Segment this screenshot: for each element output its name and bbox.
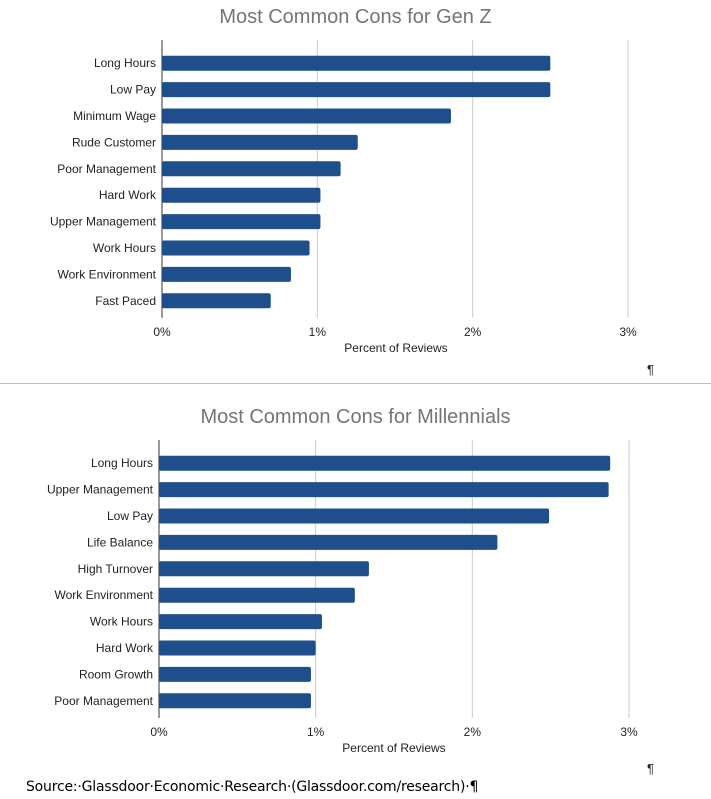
x-tick-label: 0% <box>150 725 168 739</box>
y-category-label: Upper Management <box>50 215 157 229</box>
bar <box>162 161 341 177</box>
x-tick-label: 1% <box>307 725 325 739</box>
y-category-label: Low Pay <box>107 509 153 523</box>
y-category-label: Work Environment <box>55 588 154 602</box>
y-category-label: Hard Work <box>99 188 157 202</box>
chart-1-title: Most Common Cons for Gen Z <box>219 6 492 28</box>
bar <box>162 134 358 150</box>
bar <box>159 482 609 498</box>
bar <box>162 266 291 282</box>
chart-2-x-axis-title: Percent of Reviews <box>342 741 446 755</box>
bar <box>162 187 321 203</box>
x-tick-label: 1% <box>309 325 327 339</box>
bar <box>159 693 311 709</box>
y-category-label: Fast Paced <box>95 294 156 308</box>
y-category-label: Long Hours <box>94 56 156 70</box>
y-category-label: High Turnover <box>78 562 153 576</box>
y-category-label: Work Environment <box>58 267 157 281</box>
bar <box>159 666 311 682</box>
y-category-label: Life Balance <box>87 535 153 549</box>
x-tick-label: 0% <box>153 325 171 339</box>
bar <box>159 640 316 656</box>
y-category-label: Work Hours <box>93 241 156 255</box>
bar <box>159 508 550 524</box>
source-note: Source:·Glassdoor·Economic·Research·(Gla… <box>26 779 479 795</box>
bar <box>162 240 310 256</box>
y-category-label: Minimum Wage <box>73 109 156 123</box>
section-divider <box>0 383 711 384</box>
chart-2-title: Most Common Cons for Millennials <box>200 406 511 428</box>
bar <box>162 55 551 71</box>
bar <box>162 82 551 98</box>
x-tick-label: 3% <box>620 725 638 739</box>
y-category-label: Poor Management <box>54 694 153 708</box>
y-category-label: Long Hours <box>91 456 153 470</box>
y-category-label: Hard Work <box>96 641 154 655</box>
chart-2-pilcrow: ¶ <box>647 761 654 776</box>
chart-1-plot: 0% 1% 2% 3% Long Hours Low Pay Minimum Wage Rud… <box>50 40 637 339</box>
bar <box>162 293 271 309</box>
y-category-label: Rude Customer <box>72 135 156 149</box>
chart-1-x-axis-title: Percent of Reviews <box>344 341 448 355</box>
x-tick-label: 2% <box>464 325 482 339</box>
bar <box>159 587 355 603</box>
bar <box>162 214 321 230</box>
bar <box>159 614 322 630</box>
chart-1-pilcrow: ¶ <box>647 362 654 377</box>
bar <box>159 561 369 577</box>
y-category-label: Upper Management <box>47 483 154 497</box>
bar <box>162 108 451 124</box>
y-category-label: Poor Management <box>57 162 156 176</box>
y-category-label: Low Pay <box>110 83 156 97</box>
y-category-label: Work Hours <box>90 615 153 629</box>
bar <box>159 455 611 471</box>
chart-2-plot: 0% 1% 2% 3% Long Hours Upper Management Low Pa… <box>47 440 638 739</box>
y-category-label: Room Growth <box>79 667 153 681</box>
x-tick-label: 2% <box>464 725 482 739</box>
bar <box>159 534 498 550</box>
x-tick-label: 3% <box>619 325 637 339</box>
